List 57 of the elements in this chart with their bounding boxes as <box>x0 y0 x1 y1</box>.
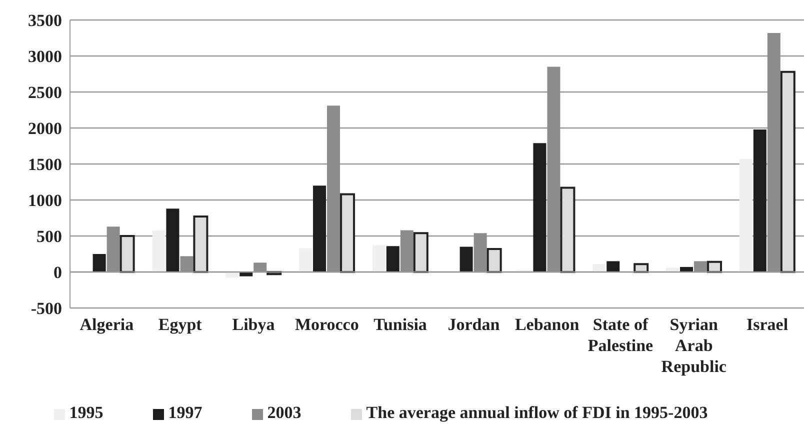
x-tick-label: State of Palestine <box>588 315 654 355</box>
x-tick-label: Egypt <box>158 315 202 334</box>
bar <box>166 208 180 272</box>
bar <box>372 245 386 272</box>
bar <box>240 272 253 276</box>
legend-label: The average annual inflow of FDI in 1995-2003 <box>366 403 708 422</box>
legend-label: 1997 <box>168 403 202 422</box>
bar <box>780 70 796 273</box>
bar <box>180 256 194 272</box>
bar <box>460 246 473 272</box>
x-tick-label: Morocco <box>294 315 359 334</box>
bar <box>254 262 267 272</box>
bar <box>753 129 766 272</box>
bar <box>120 235 135 273</box>
legend-label: 2003 <box>267 403 302 422</box>
bar <box>400 230 414 272</box>
y-tick-label: 1000 <box>28 191 62 210</box>
bar <box>106 226 120 272</box>
y-tick-label: 0 <box>54 263 62 282</box>
x-tick-label: Tunisia <box>374 315 428 334</box>
y-tick-label: 2000 <box>28 119 62 138</box>
x-tick-label: Jordan <box>448 315 500 334</box>
bar <box>313 186 326 272</box>
bar <box>739 158 752 272</box>
legend-label: 1995 <box>69 403 104 422</box>
bar <box>226 272 239 278</box>
bar <box>592 264 606 272</box>
bar <box>767 32 780 272</box>
x-tick-label: Lebanon <box>514 315 580 334</box>
bar <box>386 246 400 272</box>
bar <box>486 248 502 273</box>
bar <box>340 193 356 273</box>
bar <box>634 263 649 273</box>
bar <box>152 230 166 272</box>
bar <box>533 143 546 272</box>
bar <box>474 233 487 272</box>
bar <box>299 248 312 272</box>
bar <box>413 232 428 273</box>
bar <box>193 216 208 273</box>
bar <box>92 254 106 272</box>
y-tick-label: -500 <box>30 299 62 318</box>
y-tick-label: 3000 <box>28 47 62 66</box>
x-tick-label: Syrian Arab Republic <box>661 315 727 376</box>
y-tick-label: 2500 <box>28 83 62 102</box>
y-tick-label: 3500 <box>28 11 62 30</box>
bar <box>327 106 340 272</box>
x-tick-label: Israel <box>746 315 788 334</box>
x-tick-label: Libya <box>232 315 276 334</box>
bar <box>707 260 722 273</box>
bar <box>694 261 708 272</box>
bar <box>666 268 680 272</box>
y-tick-label: 1500 <box>28 155 62 174</box>
bar <box>560 186 576 273</box>
x-tick-label: Algeria <box>80 315 134 334</box>
bar <box>547 66 560 272</box>
bar <box>606 261 620 272</box>
y-tick-label: 500 <box>36 227 62 246</box>
